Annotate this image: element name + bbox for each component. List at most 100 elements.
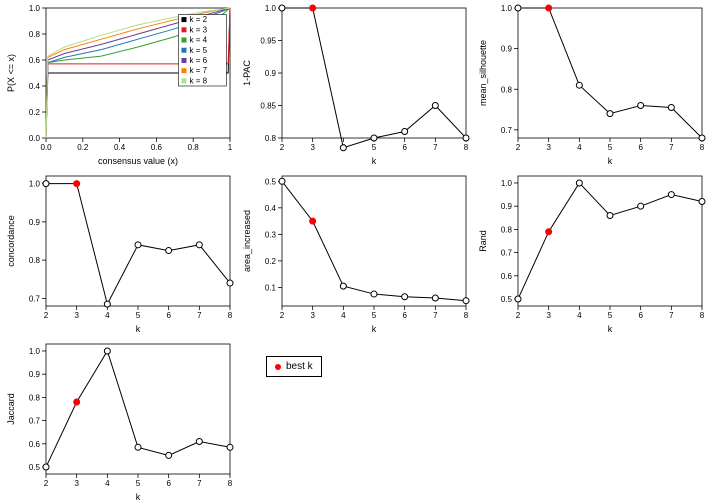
svg-text:5: 5 [372,311,377,320]
svg-text:0.2: 0.2 [265,257,277,266]
svg-text:0.9: 0.9 [265,69,277,78]
svg-text:5: 5 [608,311,613,320]
svg-text:0.7: 0.7 [501,249,513,258]
svg-text:1-PAC: 1-PAC [242,60,252,86]
svg-text:consensus value (x): consensus value (x) [98,156,178,166]
svg-text:7: 7 [197,311,202,320]
svg-text:4: 4 [341,311,346,320]
mean_silhouette-chart: 23456780.70.80.91.0kmean_silhouette [472,0,708,168]
svg-text:0.9: 0.9 [501,202,513,211]
svg-text:5: 5 [136,479,141,488]
svg-text:0.4: 0.4 [114,143,126,152]
svg-text:0.9: 0.9 [29,370,41,379]
svg-text:mean_silhouette: mean_silhouette [478,40,488,106]
svg-text:0.3: 0.3 [265,230,277,239]
svg-text:0.6: 0.6 [29,440,41,449]
svg-text:1: 1 [228,143,233,152]
svg-text:0.8: 0.8 [29,393,41,402]
svg-text:0.5: 0.5 [29,463,41,472]
svg-text:0.9: 0.9 [29,218,41,227]
svg-text:0.2: 0.2 [29,108,41,117]
svg-text:P(X <= x): P(X <= x) [6,54,16,92]
svg-text:6: 6 [638,143,643,152]
svg-text:0.6: 0.6 [29,56,41,65]
svg-text:8: 8 [464,311,469,320]
svg-text:0.6: 0.6 [151,143,163,152]
svg-text:0.8: 0.8 [501,85,513,94]
svg-text:k: k [372,324,377,334]
concordance-chart: 23456780.70.80.91.0kconcordance [0,168,236,336]
svg-text:0.1: 0.1 [265,283,277,292]
svg-text:k: k [608,156,613,166]
svg-text:7: 7 [669,311,674,320]
best-k-legend: best k [236,336,472,504]
svg-text:k = 5: k = 5 [189,46,207,55]
svg-text:0.95: 0.95 [260,37,276,46]
svg-text:1.0: 1.0 [501,4,513,13]
svg-text:0.7: 0.7 [29,417,41,426]
svg-text:3: 3 [310,143,315,152]
svg-text:0.8: 0.8 [29,30,41,39]
svg-text:2: 2 [44,311,49,320]
svg-text:0.8: 0.8 [501,225,513,234]
svg-text:8: 8 [700,311,705,320]
svg-text:5: 5 [608,143,613,152]
svg-text:8: 8 [228,311,233,320]
svg-text:0.4: 0.4 [29,82,41,91]
svg-text:Rand: Rand [478,230,488,252]
svg-text:2: 2 [280,143,285,152]
best-k-label: best k [286,361,313,372]
svg-text:k: k [136,324,141,334]
svg-text:k: k [372,156,377,166]
svg-text:5: 5 [372,143,377,152]
svg-text:3: 3 [74,479,79,488]
svg-text:6: 6 [402,311,407,320]
svg-text:3: 3 [74,311,79,320]
svg-text:8: 8 [228,479,233,488]
area_increased-chart: 23456780.10.20.30.40.5karea_increased [236,168,472,336]
svg-text:0.7: 0.7 [501,126,513,135]
svg-text:0.4: 0.4 [265,204,277,213]
svg-text:7: 7 [197,479,202,488]
svg-text:6: 6 [166,479,171,488]
svg-text:k = 4: k = 4 [189,36,207,45]
svg-text:0.0: 0.0 [29,134,41,143]
svg-text:k = 2: k = 2 [189,15,207,24]
svg-text:3: 3 [546,311,551,320]
svg-text:0.2: 0.2 [77,143,89,152]
svg-text:4: 4 [577,311,582,320]
svg-text:k = 3: k = 3 [189,25,207,34]
svg-text:k: k [136,492,141,502]
svg-text:8: 8 [464,143,469,152]
svg-text:7: 7 [433,311,438,320]
svg-text:2: 2 [44,479,49,488]
svg-text:4: 4 [577,143,582,152]
svg-text:1.0: 1.0 [29,4,41,13]
svg-text:1.0: 1.0 [265,4,277,13]
svg-text:0.7: 0.7 [29,294,41,303]
ecdf-chart: 0.0 0.2 0.4 0.6 0.8 1 0.0 0.2 0.4 0.6 0.8 1.0 consen… [0,0,236,168]
svg-text:0.8: 0.8 [188,143,200,152]
svg-text:0.5: 0.5 [501,295,513,304]
svg-text:Jaccard: Jaccard [6,393,16,425]
svg-text:k = 7: k = 7 [189,66,207,75]
svg-text:2: 2 [516,143,521,152]
best-k-dot-icon [275,364,281,370]
svg-text:5: 5 [136,311,141,320]
svg-text:3: 3 [546,143,551,152]
svg-text:concordance: concordance [6,215,16,267]
svg-text:6: 6 [166,311,171,320]
svg-text:6: 6 [638,311,643,320]
svg-text:k: k [608,324,613,334]
svg-text:2: 2 [280,311,285,320]
svg-text:0.5: 0.5 [265,177,277,186]
svg-text:0.0: 0.0 [40,143,52,152]
svg-text:7: 7 [669,143,674,152]
svg-text:area_increased: area_increased [242,210,252,272]
svg-text:6: 6 [402,143,407,152]
1-PAC-chart: 23456780.80.850.90.951.0k1-PAC [236,0,472,168]
svg-text:7: 7 [433,143,438,152]
svg-text:k = 6: k = 6 [189,56,207,65]
svg-text:0.8: 0.8 [265,134,277,143]
svg-text:1.0: 1.0 [501,179,513,188]
